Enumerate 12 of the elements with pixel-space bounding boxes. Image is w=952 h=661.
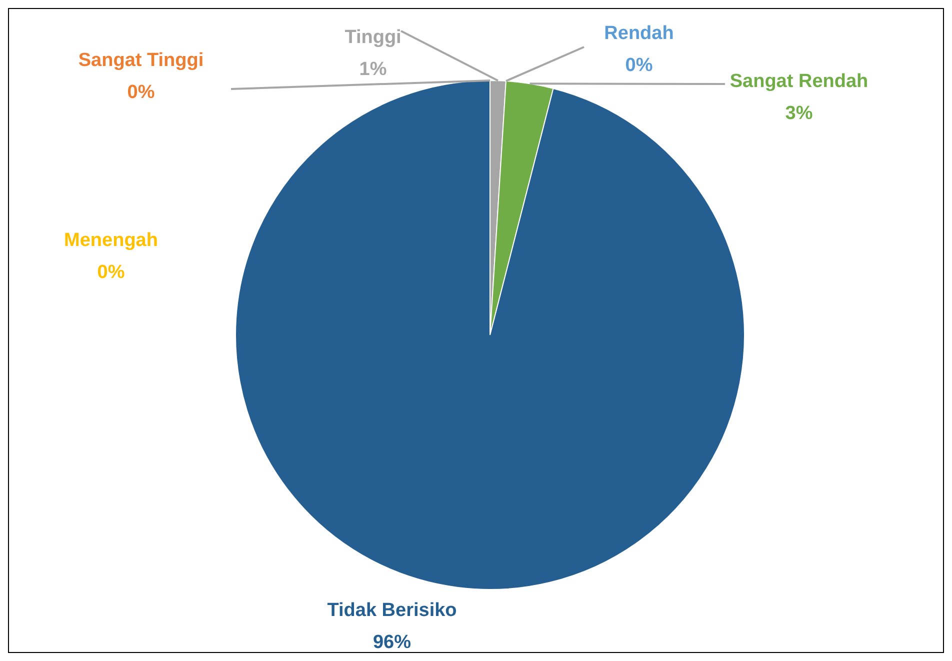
text: 0% [97, 262, 125, 284]
data-label: 1% [359, 59, 387, 80]
text: 0% [127, 82, 155, 104]
slice-label: Tidak Berisiko [327, 600, 457, 622]
slice-label: Tinggi [344, 27, 402, 48]
category-label: Menengah [64, 230, 158, 252]
slice-label: Sangat Rendah [730, 71, 868, 92]
category-label: Rendah [604, 23, 674, 44]
data-label: 3% [785, 103, 813, 124]
category-label: Sangat Tinggi [78, 50, 204, 72]
data-label: 96% [372, 632, 412, 654]
text: 0% [625, 55, 653, 76]
